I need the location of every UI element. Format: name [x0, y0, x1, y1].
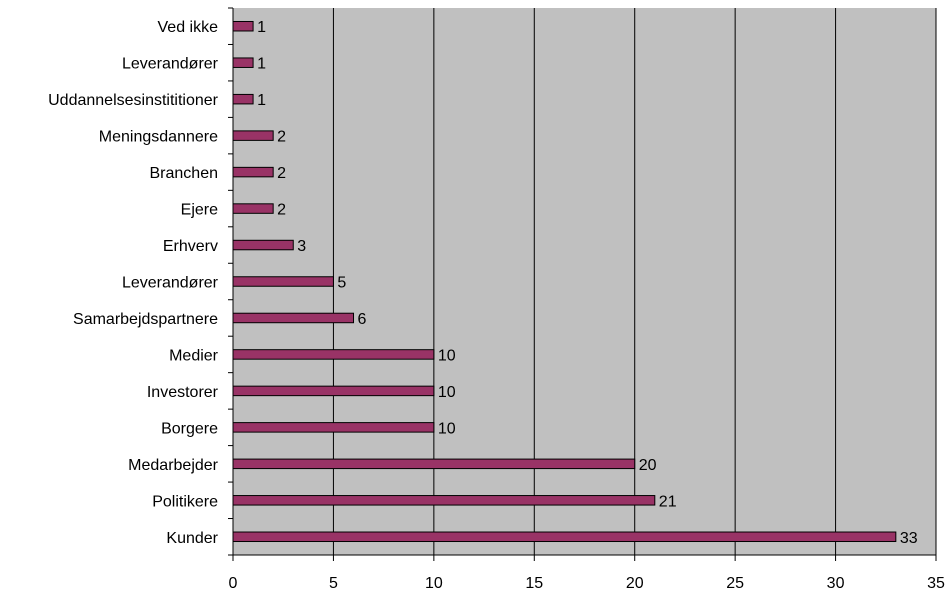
bar [232, 349, 435, 360]
bar [232, 531, 897, 543]
bar [232, 130, 274, 141]
data-label: 33 [900, 530, 918, 547]
data-label: 21 [659, 493, 677, 510]
data-label: 1 [257, 92, 266, 109]
x-tick-label: 15 [525, 575, 543, 592]
category-label: Leverandører [122, 56, 219, 73]
data-label: 10 [438, 420, 456, 437]
bar [232, 422, 435, 433]
data-label: 2 [277, 202, 286, 219]
bar [232, 93, 254, 105]
x-tick-label: 35 [927, 575, 945, 592]
category-label: Investorer [147, 384, 219, 401]
category-label: Ejere [181, 202, 218, 219]
bar [232, 276, 334, 287]
bar [232, 57, 254, 68]
x-tick-label: 5 [329, 575, 338, 592]
category-label: Ved ikke [158, 19, 219, 36]
data-labels: 1 1 1 2 2 2 3 5 6 10 10 10 20 21 33 [257, 19, 918, 547]
x-axis: 0 5 10 15 20 25 30 35 [229, 554, 945, 592]
category-label: Leverandører [122, 275, 219, 292]
category-label: Kunder [166, 530, 218, 547]
data-label: 1 [257, 19, 266, 36]
data-label: 1 [257, 56, 266, 73]
bar [232, 203, 274, 214]
data-label: 6 [358, 311, 367, 328]
data-label: 20 [639, 457, 657, 474]
bar [232, 495, 656, 506]
x-tick-label: 10 [425, 575, 443, 592]
data-label: 10 [438, 384, 456, 401]
category-label: Samarbejdspartnere [73, 311, 218, 328]
x-tick-label: 0 [229, 575, 238, 592]
bar [232, 239, 294, 251]
x-tick-label: 20 [626, 575, 644, 592]
category-label: Uddannelsesinstititioner [48, 92, 219, 109]
bar [232, 385, 435, 397]
category-label: Erhverv [163, 238, 218, 255]
y-axis: Ved ikke Leverandører Uddannelsesinstititi… [48, 7, 234, 556]
category-label: Medier [169, 347, 219, 364]
bar [232, 458, 636, 470]
x-tick-label: 25 [726, 575, 744, 592]
data-label: 5 [337, 275, 346, 292]
category-label: Medarbejder [128, 457, 219, 474]
data-label: 2 [277, 129, 286, 146]
gridlines [332, 8, 937, 555]
bar [232, 312, 355, 324]
category-label: Borgere [161, 420, 218, 437]
category-label: Politikere [152, 493, 218, 510]
bar [232, 166, 274, 178]
data-label: 3 [297, 238, 306, 255]
bars [232, 20, 897, 543]
category-label: Meningsdannere [99, 129, 218, 146]
data-label: 10 [438, 347, 456, 364]
data-label: 2 [277, 165, 286, 182]
x-tick-label: 30 [827, 575, 845, 592]
bar [232, 20, 254, 32]
category-label: Branchen [150, 165, 219, 182]
